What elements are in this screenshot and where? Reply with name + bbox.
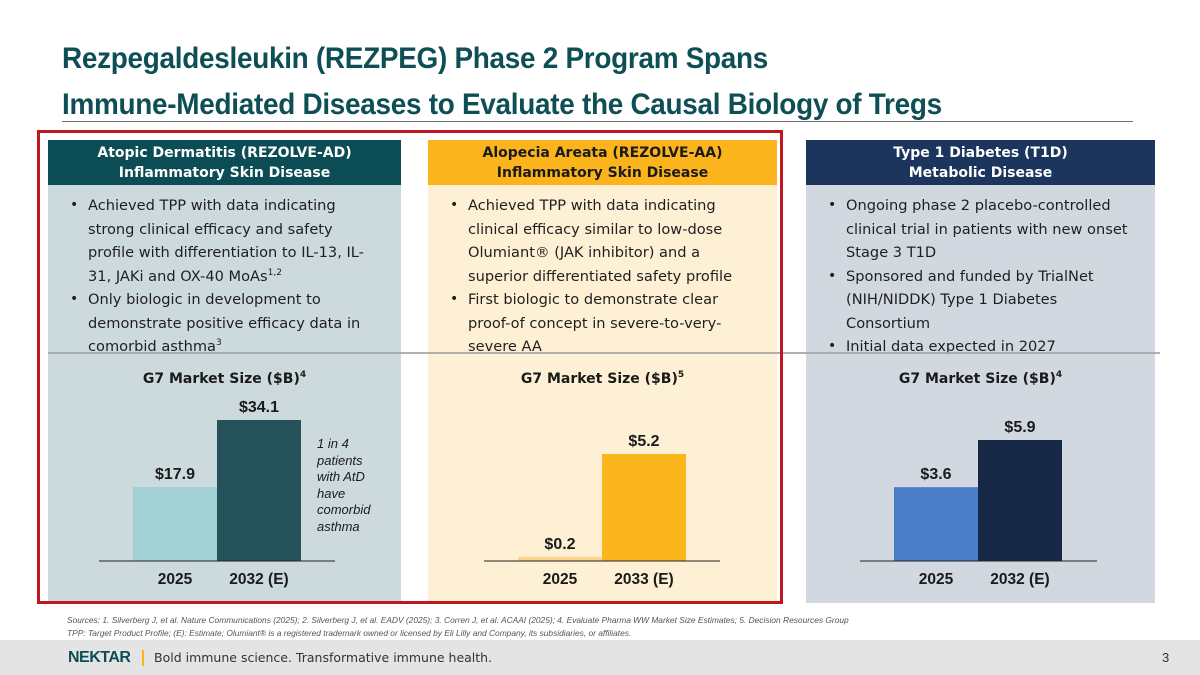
bullet-text: Achieved TPP with data indicating clinic…: [468, 197, 733, 285]
bar-value-label: $34.1: [239, 399, 279, 416]
column-header-title: Type 1 Diabetes (T1D): [893, 144, 1068, 161]
column-header: Type 1 Diabetes (T1D) Metabolic Disease: [806, 140, 1155, 185]
bullet-list: Achieved TPP with data indicating strong…: [48, 185, 401, 359]
column-header: Atopic Dermatitis (REZOLVE-AD) Inflammat…: [48, 140, 401, 185]
bar-value-label: $5.2: [628, 433, 659, 450]
bar-chart-aa: $0.2 2025 $5.2 2033 (E): [484, 433, 720, 588]
skin-disease-highlight-box: [37, 130, 783, 604]
bullet-list: Achieved TPP with data indicating clinic…: [428, 185, 777, 359]
chart-title-aa: G7 Market Size ($B)5: [428, 370, 777, 388]
bar-2025: [518, 556, 602, 561]
column-header-title: Atopic Dermatitis (REZOLVE-AD): [97, 144, 352, 161]
footnote-ref: 4: [1055, 370, 1063, 380]
column-body: Achieved TPP with data indicating strong…: [48, 185, 401, 603]
footer-bar: [0, 640, 1200, 675]
bar-value-label: $0.2: [544, 536, 575, 553]
slide-title-line-2: Immune-Mediated Diseases to Evaluate the…: [62, 88, 942, 121]
category-tick-label: 2025: [919, 571, 954, 588]
bar-value-label: $17.9: [155, 466, 195, 483]
footnote-ref: 1,2: [267, 267, 282, 278]
bullet-list: Ongoing phase 2 placebo-controlled clini…: [806, 185, 1155, 359]
category-tick-label: 2025: [543, 571, 578, 588]
bullet-text: Ongoing phase 2 placebo-controlled clini…: [846, 197, 1128, 261]
column-header-subtitle: Inflammatory Skin Disease: [496, 164, 709, 181]
chart-title-t1d: G7 Market Size ($B)4: [806, 370, 1155, 388]
bar-chart-ad: $17.9 2025 $34.1 2032 (E): [99, 399, 335, 588]
column-type-1-diabetes: Type 1 Diabetes (T1D) Metabolic Disease …: [806, 140, 1155, 603]
bullet-item: First biologic to demonstrate clear proo…: [450, 288, 759, 359]
bullet-item: Achieved TPP with data indicating strong…: [70, 194, 383, 288]
bar-value-label: $5.9: [1004, 419, 1035, 436]
bullet-item: Initial data expected in 2027: [828, 335, 1137, 359]
bullet-item: Achieved TPP with data indicating clinic…: [450, 194, 759, 288]
category-tick-label: 2032 (E): [990, 571, 1049, 588]
category-tick-label: 2025: [158, 571, 193, 588]
nektar-logo: NEKTAR: [68, 649, 131, 666]
logo-separator: [142, 650, 144, 666]
bar-2033-e: [602, 454, 686, 561]
bullet-item: Only biologic in development to demonstr…: [70, 288, 383, 359]
category-tick-label: 2033 (E): [614, 571, 673, 588]
bullet-text: Only biologic in development to demonstr…: [88, 291, 361, 355]
bullet-item: Sponsored and funded by TrialNet (NIH/NI…: [828, 265, 1137, 336]
comorbid-asthma-annotation: 1 in 4 patients with AtD have comorbid a…: [317, 436, 371, 534]
title-divider: [62, 121, 1133, 122]
bar-2025: [133, 486, 217, 561]
chart-title-text: G7 Market Size ($B): [898, 371, 1056, 387]
column-atopic-dermatitis: Atopic Dermatitis (REZOLVE-AD) Inflammat…: [48, 140, 401, 603]
bar-2032-e: [217, 420, 301, 561]
column-header-title: Alopecia Areata (REZOLVE-AA): [482, 144, 723, 161]
page-number: 3: [1162, 650, 1170, 665]
bullet-text: Achieved TPP with data indicating strong…: [88, 197, 364, 285]
footnote-ref: 4: [299, 370, 307, 380]
chart-title-text: G7 Market Size ($B): [520, 371, 678, 387]
footnote-ref: 5: [677, 370, 685, 380]
bullet-item: Ongoing phase 2 placebo-controlled clini…: [828, 194, 1137, 265]
category-tick-label: 2032 (E): [229, 571, 288, 588]
bar-value-label: $3.6: [920, 466, 951, 483]
sources-footnote: Sources: 1. Silverberg J, et al. Nature …: [67, 614, 1167, 640]
sources-line-2: TPP: Target Product Profile; (E): Estima…: [67, 628, 632, 638]
sources-line-1: Sources: 1. Silverberg J, et al. Nature …: [67, 615, 849, 625]
bullet-text: Initial data expected in 2027: [846, 338, 1056, 355]
bar-2032-e: [978, 440, 1062, 561]
footnote-ref: 3: [216, 338, 222, 348]
section-divider: [48, 352, 1160, 354]
slide-title-line-1: Rezpegaldesleukin (REZPEG) Phase 2 Progr…: [62, 42, 769, 75]
chart-title-text: G7 Market Size ($B): [142, 371, 300, 387]
bar-chart-t1d: $3.6 2025 $5.9 2032 (E): [860, 419, 1097, 588]
bullet-text: Sponsored and funded by TrialNet (NIH/NI…: [846, 267, 1094, 332]
bar-2025: [894, 487, 978, 561]
column-header: Alopecia Areata (REZOLVE-AA) Inflammator…: [428, 140, 777, 185]
column-header-subtitle: Metabolic Disease: [908, 164, 1053, 181]
bullet-text: First biologic to demonstrate clear proo…: [468, 291, 722, 355]
footer-tagline: Bold immune science. Transformative immu…: [154, 650, 493, 665]
slide-title: Rezpegaldesleukin (REZPEG) Phase 2 Progr…: [62, 36, 942, 128]
chart-title-ad: G7 Market Size ($B)4: [48, 370, 401, 388]
column-header-subtitle: Inflammatory Skin Disease: [118, 164, 331, 181]
